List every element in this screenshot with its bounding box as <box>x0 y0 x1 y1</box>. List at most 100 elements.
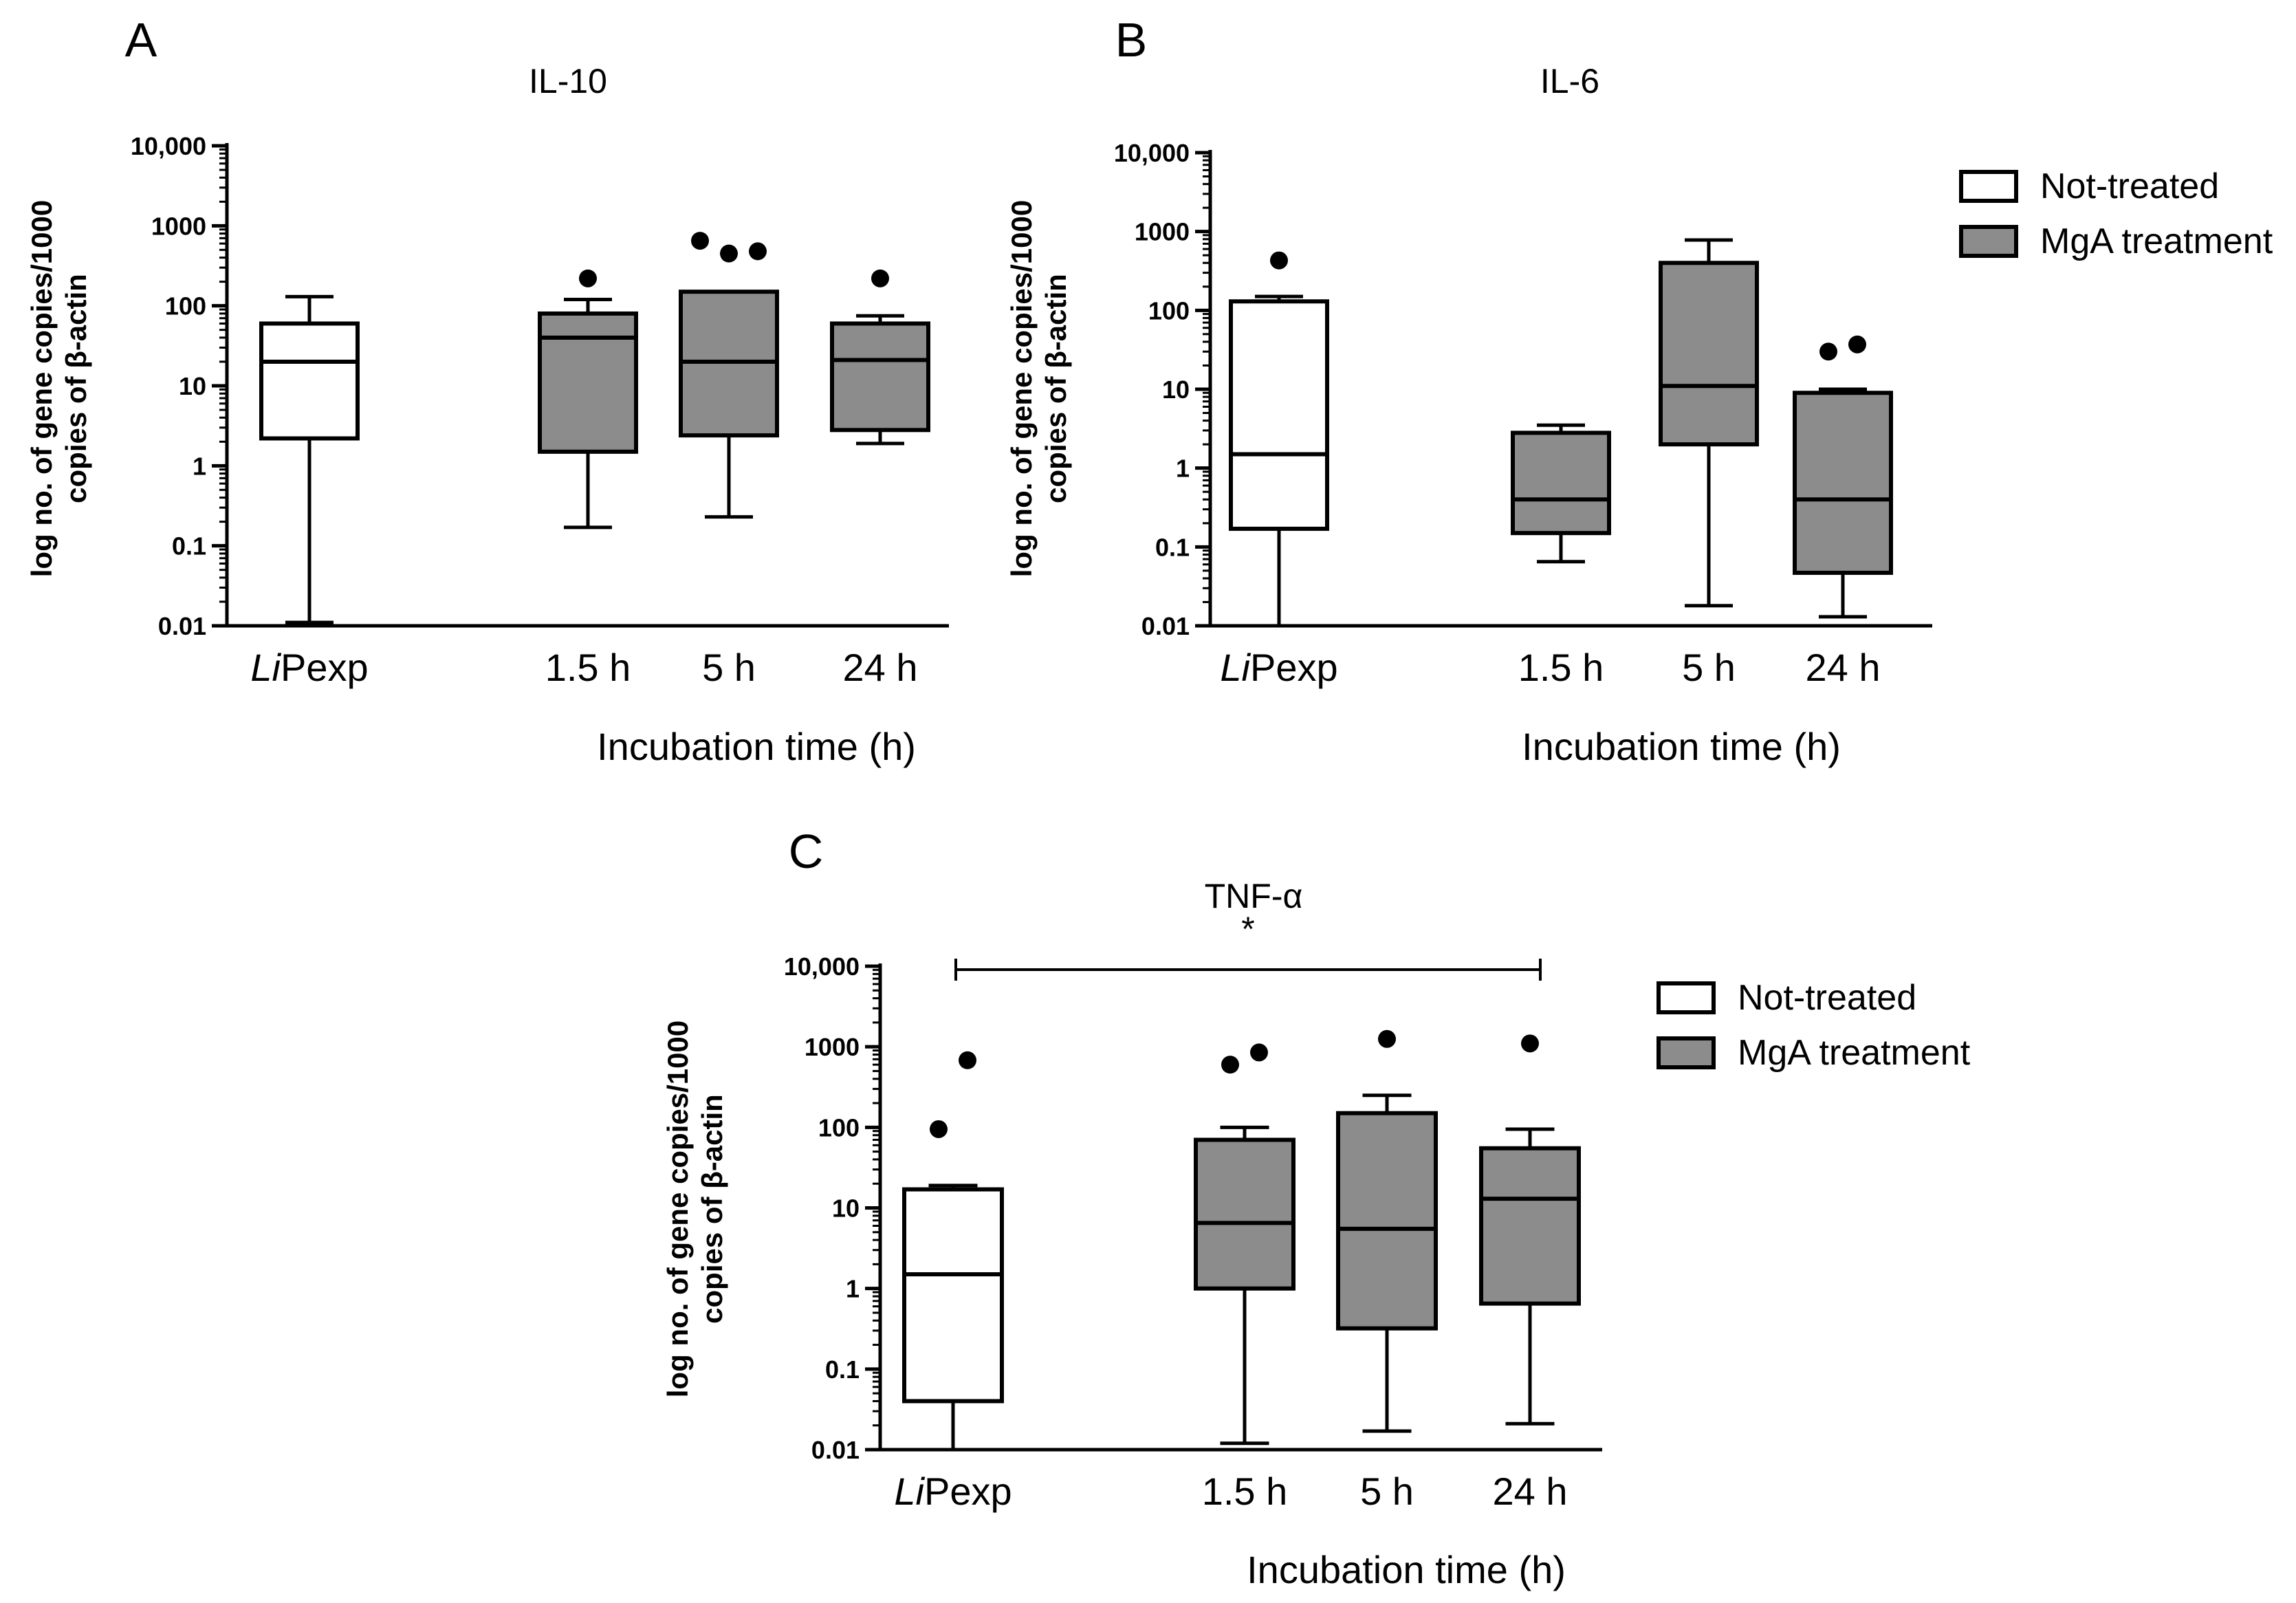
outlier-point <box>959 1051 976 1069</box>
chart-panel-b: B IL-6 0.01 0.1 1 10 100 1000 10,000 log no. of g… <box>1005 13 2273 768</box>
y-axis-label: log no. of gene copies/1000copies of β-a… <box>1005 200 1072 577</box>
x-tick-label-italic: Li <box>894 1470 925 1513</box>
x-tick-label: 24 h <box>843 646 918 689</box>
y-axis-label-line: log no. of gene copies/1000 <box>662 1021 694 1397</box>
chart-title: IL-10 <box>529 62 607 100</box>
outlier-point <box>1221 1056 1239 1074</box>
box-0 <box>1229 251 1329 628</box>
y-tick-label: 0.1 <box>1155 533 1190 561</box>
panel-letter: C <box>789 825 824 878</box>
outlier-point <box>1819 342 1837 361</box>
x-tick-label-text: Pexp <box>281 646 369 689</box>
chart-title: TNF-α <box>1205 877 1303 915</box>
x-axis-label: Incubation time (h) <box>1247 1548 1566 1591</box>
y-axis-label-line: copies of β-actin <box>696 1094 728 1324</box>
box-2 <box>679 232 779 519</box>
x-tick-label: 1.5 h <box>1202 1470 1288 1513</box>
x-tick-label: 5 h <box>702 646 756 689</box>
outlier-point <box>1521 1034 1539 1053</box>
x-tick-label: 24 h <box>1806 646 1881 689</box>
y-axis-label-line: copies of β-actin <box>60 274 92 503</box>
y-tick-label: 0.01 <box>158 612 206 640</box>
legend-label: MgA treatment <box>2040 221 2273 261</box>
box-rect <box>1793 391 1893 575</box>
box-rect <box>1659 261 1759 447</box>
box-3 <box>1479 1034 1581 1426</box>
chart-title: IL-6 <box>1540 62 1599 100</box>
y-tick-label: 10,000 <box>784 952 860 981</box>
chart-panel-a: A IL-10 0.01 0.1 1 10 100 1000 10,000 log no. of … <box>25 13 949 768</box>
x-tick-label: 5 h <box>1682 646 1736 689</box>
y-tick-label: 100 <box>818 1113 860 1142</box>
x-tick-label-text: 24 h <box>1806 646 1881 689</box>
box-rect <box>1229 299 1329 531</box>
box-0 <box>902 1051 1004 1452</box>
y-tick-label: 0.01 <box>1141 612 1190 640</box>
y-tick-label: 0.01 <box>811 1436 860 1464</box>
x-tick-label-text: 24 h <box>843 646 918 689</box>
y-tick-label: 1000 <box>805 1033 860 1061</box>
y-axis-label-line: copies of β-actin <box>1040 274 1072 503</box>
box-1 <box>1511 423 1611 564</box>
x-tick-label: 24 h <box>1493 1470 1568 1513</box>
x-tick-label-text: 5 h <box>702 646 756 689</box>
outlier-point <box>1250 1043 1268 1062</box>
outlier-point <box>871 269 889 287</box>
legend-swatch <box>1959 225 2018 258</box>
box-rect <box>1511 430 1611 536</box>
x-tick-label-text: 1.5 h <box>1202 1470 1288 1513</box>
box-rect <box>259 321 360 441</box>
y-axis-label-line: log no. of gene copies/1000 <box>25 200 58 577</box>
x-tick-label-text: Pexp <box>924 1470 1012 1513</box>
y-tick-label: 10 <box>1162 375 1190 404</box>
outlier-point <box>579 269 597 287</box>
x-tick-label-text: Pexp <box>1250 646 1338 689</box>
y-tick-label: 1 <box>846 1275 860 1303</box>
legend-swatch <box>1657 1036 1716 1069</box>
x-tick-label-text: 5 h <box>1682 646 1736 689</box>
box-1 <box>538 269 638 530</box>
y-tick-label: 10 <box>179 372 206 400</box>
box-rect <box>902 1187 1004 1404</box>
box-2 <box>1336 1029 1438 1433</box>
outlier-point <box>1848 335 1866 353</box>
legend-label: Not-treated <box>2040 166 2219 206</box>
legend-label: Not-treated <box>1738 978 1916 1018</box>
y-tick-label: 1 <box>1176 455 1190 483</box>
box-0 <box>259 294 360 624</box>
y-tick-label: 0.1 <box>825 1355 860 1384</box>
x-tick-label-italic: Li <box>250 646 281 689</box>
box-3 <box>1793 335 1893 619</box>
legend-swatch <box>1657 981 1716 1014</box>
box-rect <box>1336 1111 1438 1331</box>
x-tick-label: LiPexp <box>1220 646 1337 689</box>
outlier-point <box>1270 251 1288 270</box>
box-rect <box>1479 1146 1581 1306</box>
y-tick-label: 1 <box>193 452 206 480</box>
outlier-point <box>930 1120 948 1138</box>
box-rect <box>1194 1137 1295 1291</box>
y-tick-label: 10 <box>832 1195 860 1223</box>
box-2 <box>1659 238 1759 608</box>
legend: Not-treated MgA treatment <box>1657 978 1971 1073</box>
y-axis-label: log no. of gene copies/1000copies of β-a… <box>662 1021 728 1397</box>
box-rect <box>538 311 638 454</box>
outlier-point <box>1378 1029 1396 1048</box>
x-tick-label: LiPexp <box>894 1470 1012 1513</box>
chart-panel-c: C TNF-α 0.01 0.1 1 10 100 1000 10,000 log no. of … <box>662 825 1971 1591</box>
box-1 <box>1194 1043 1295 1446</box>
y-tick-label: 0.1 <box>172 532 206 560</box>
x-axis-label: Incubation time (h) <box>1522 725 1841 768</box>
y-axis-label: log no. of gene copies/1000copies of β-a… <box>25 200 92 577</box>
x-tick-label-text: 5 h <box>1360 1470 1414 1513</box>
legend: Not-treated MgA treatment <box>1959 166 2273 261</box>
outlier-point <box>691 232 709 250</box>
y-tick-label: 1000 <box>151 212 206 240</box>
x-tick-label: LiPexp <box>250 646 368 689</box>
x-tick-label-text: 1.5 h <box>545 646 631 689</box>
x-tick-label: 1.5 h <box>1518 646 1604 689</box>
outlier-point <box>749 242 767 261</box>
outlier-point <box>720 244 738 263</box>
y-tick-label: 10,000 <box>1114 139 1190 167</box>
